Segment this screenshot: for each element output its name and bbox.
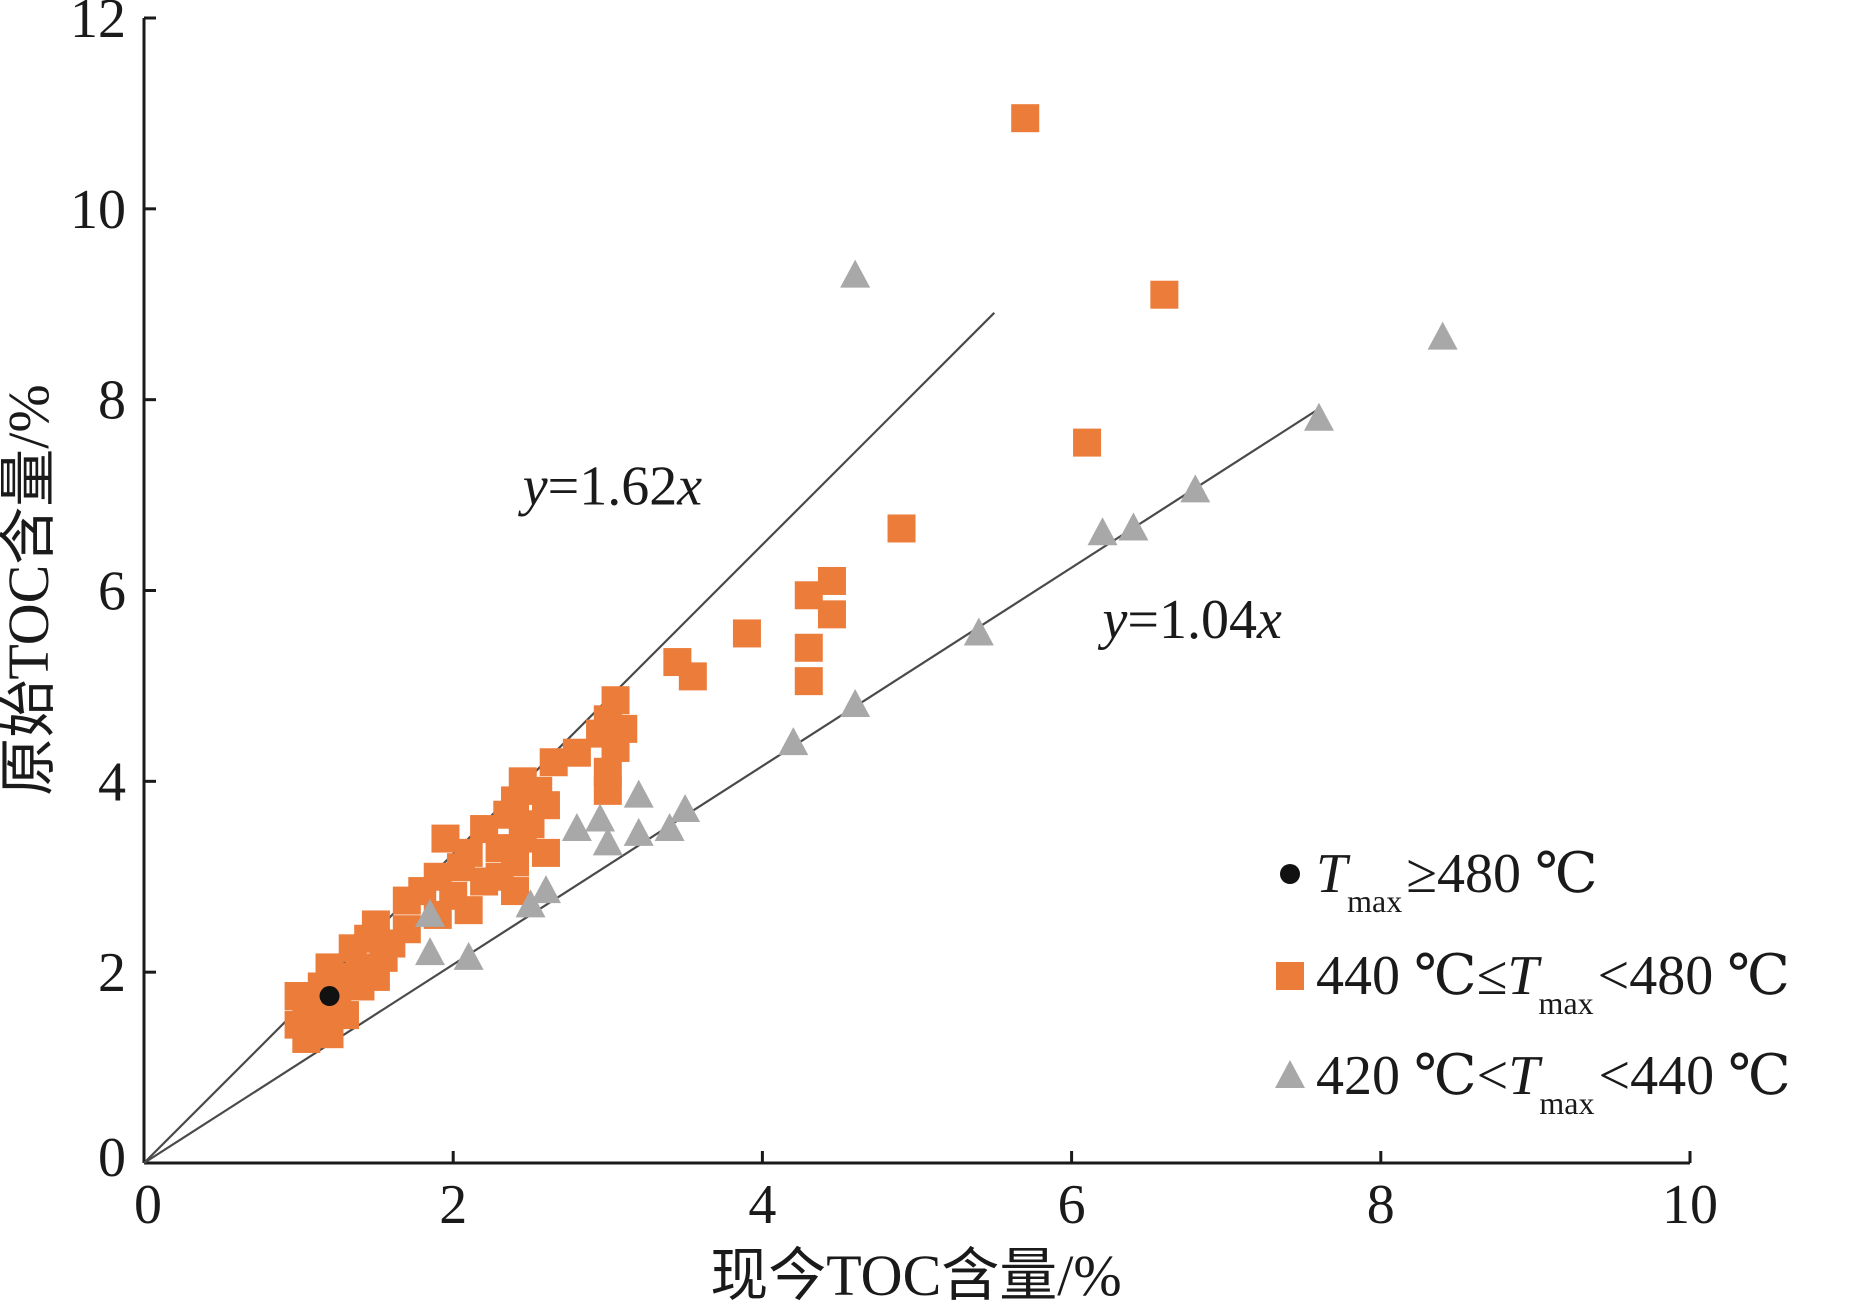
- data-point-triangle: [515, 889, 546, 918]
- data-point-triangle: [840, 689, 871, 717]
- x-ticks: 0 2 4 6 8 10: [134, 1151, 1718, 1236]
- series-circle: [319, 986, 340, 1007]
- data-point-square: [732, 619, 761, 648]
- y-ticks: 0 2 4 6 8 10 12: [70, 0, 156, 1189]
- x-tick-label: 6: [1058, 1174, 1086, 1236]
- data-point-square: [593, 776, 622, 805]
- data-point-square: [601, 733, 630, 762]
- y-tick-label: 8: [98, 370, 126, 432]
- data-point-triangle: [1303, 402, 1334, 431]
- x-tick-label: 4: [748, 1174, 776, 1236]
- series-triangle: [415, 259, 1458, 970]
- fit-line-label-2: y=1.04x: [1098, 589, 1282, 651]
- y-tick-label: 0: [98, 1127, 126, 1189]
- x-tick-label: 10: [1662, 1174, 1718, 1236]
- legend-label: 440 ℃≤Tmax<480 ℃: [1316, 945, 1790, 1021]
- series-square: [284, 104, 1179, 1053]
- x-tick-label: 2: [439, 1174, 467, 1236]
- legend-marker-triangle: [1275, 1060, 1305, 1088]
- data-point-square: [794, 633, 823, 662]
- data-point-triangle: [592, 827, 623, 856]
- y-tick-label: 12: [70, 0, 126, 50]
- data-point-square: [817, 600, 846, 629]
- data-point-triangle: [1087, 517, 1118, 546]
- data-points: [284, 104, 1458, 1053]
- data-point-square: [454, 896, 483, 925]
- data-point-square: [539, 748, 568, 777]
- data-point-square: [501, 877, 530, 906]
- data-point-triangle: [623, 817, 654, 846]
- y-axis-title: 原始TOC含量/%: [0, 384, 61, 795]
- data-point-triangle: [840, 259, 871, 288]
- data-point-square: [531, 838, 560, 867]
- fit-line-1: [143, 312, 996, 1164]
- data-point-square: [292, 1024, 321, 1053]
- x-tick-label: 0: [134, 1174, 162, 1236]
- y-tick-label: 6: [98, 561, 126, 623]
- data-point-square: [887, 514, 916, 543]
- data-point-triangle: [1427, 321, 1458, 350]
- y-tick-label: 10: [70, 179, 126, 241]
- x-axis-title: 现今TOC含量/%: [710, 1243, 1121, 1308]
- data-point-square: [678, 662, 707, 691]
- data-point-square: [470, 867, 499, 896]
- data-point-triangle: [530, 875, 561, 904]
- x-tick-label: 8: [1367, 1174, 1395, 1236]
- data-point-triangle: [670, 793, 701, 822]
- data-point-triangle: [415, 898, 446, 927]
- data-point-triangle: [963, 617, 994, 646]
- data-point-square: [1150, 280, 1179, 309]
- data-point-triangle: [585, 803, 616, 832]
- data-point-triangle: [453, 941, 484, 970]
- data-point-triangle: [1118, 512, 1149, 541]
- legend-marker-circle: [1280, 864, 1300, 884]
- legend-label: 420 ℃<Tmax<440 ℃: [1316, 1045, 1791, 1121]
- legend-marker-square: [1276, 962, 1304, 990]
- legend-label: Tmax≥480 ℃: [1316, 843, 1598, 919]
- data-point-square: [794, 667, 823, 696]
- data-point-circle: [319, 986, 340, 1007]
- data-point-triangle: [1180, 474, 1211, 503]
- data-point-square: [1073, 428, 1102, 457]
- data-point-triangle: [415, 937, 446, 966]
- data-point-triangle: [623, 779, 654, 808]
- data-point-triangle: [654, 813, 685, 842]
- data-point-square: [1011, 104, 1040, 133]
- fit-line-label-1: y=1.62x: [518, 456, 702, 518]
- legend: Tmax≥480 ℃ 440 ℃≤Tmax<480 ℃ 420 ℃<Tmax<440…: [1275, 843, 1791, 1121]
- data-point-triangle: [778, 727, 809, 756]
- data-point-triangle: [561, 813, 592, 842]
- y-tick-label: 4: [98, 751, 126, 813]
- data-point-square: [392, 886, 421, 915]
- y-tick-label: 2: [98, 942, 126, 1004]
